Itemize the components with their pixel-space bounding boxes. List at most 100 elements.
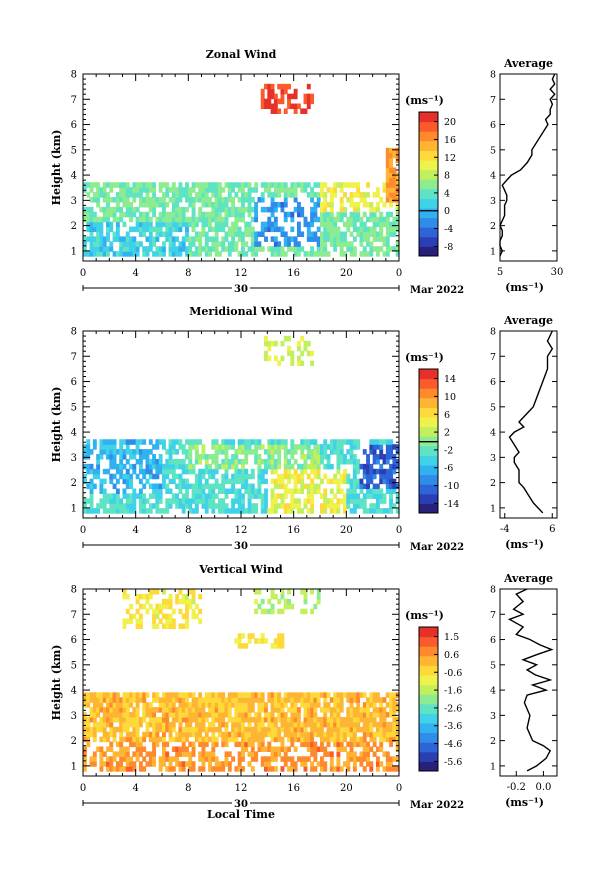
average-y-tick-label: 1 <box>490 246 496 257</box>
heatmap-cell <box>83 478 87 485</box>
heatmap-cell <box>333 716 338 723</box>
heatmap-cell <box>283 751 288 757</box>
heatmap-cell <box>106 508 110 514</box>
heatmap-cell <box>171 473 176 480</box>
heatmap-cell <box>185 498 189 504</box>
heatmap-cell <box>175 463 180 470</box>
heatmap-cell <box>155 463 160 470</box>
heatmap-cell <box>237 756 242 762</box>
heatmap-cell <box>313 216 318 223</box>
heatmap-cell <box>112 498 117 504</box>
heatmap-cell <box>162 716 166 723</box>
heatmap-cell <box>155 439 160 445</box>
heatmap-cell <box>375 493 380 499</box>
heatmap-cell <box>237 488 242 494</box>
heatmap-cell <box>379 702 384 708</box>
heatmap-cell <box>92 721 97 728</box>
heatmap-cell <box>138 241 143 247</box>
heatmap-cell <box>191 716 196 723</box>
average-title: Average <box>503 572 553 585</box>
heatmap-cell <box>260 721 265 728</box>
heatmap-cell <box>257 721 262 728</box>
heatmap-cell <box>112 692 117 698</box>
heatmap-cell <box>132 468 137 475</box>
heatmap-cell <box>185 697 189 703</box>
x-tick-label: 16 <box>287 783 300 794</box>
heatmap-cell <box>221 766 226 772</box>
heatmap-cell <box>109 463 114 470</box>
heatmap-cell <box>175 246 180 252</box>
heatmap-cell <box>277 98 282 105</box>
x-tick-label: 0 <box>80 268 86 279</box>
heatmap-cell <box>92 468 97 475</box>
heatmap-cell <box>287 335 291 342</box>
heatmap-cell <box>224 439 229 445</box>
heatmap-cell <box>296 206 301 213</box>
heatmap-cell <box>211 216 216 223</box>
heatmap-cell <box>125 618 130 625</box>
heatmap-cell <box>277 463 282 470</box>
heatmap-cell <box>385 712 390 718</box>
heatmap-cell <box>185 613 189 620</box>
heatmap-cell <box>224 468 229 475</box>
heatmap-cell <box>168 598 173 605</box>
heatmap-cell <box>168 231 173 237</box>
heatmap-cell <box>323 463 328 470</box>
heatmap-cell <box>92 473 97 480</box>
heatmap-cell <box>310 360 315 367</box>
heatmap-cell <box>283 603 288 610</box>
heatmap-cell <box>260 206 265 213</box>
heatmap-cell <box>349 182 354 188</box>
heatmap-cell <box>254 751 259 757</box>
heatmap-cell <box>231 201 236 208</box>
heatmap-cell <box>270 103 275 110</box>
heatmap-cell <box>152 618 157 625</box>
heatmap-cell <box>181 444 186 450</box>
heatmap-cell <box>369 473 374 480</box>
heatmap-cell <box>359 716 364 723</box>
heatmap-cell <box>191 201 196 208</box>
heatmap-cell <box>296 756 301 762</box>
heatmap-cell <box>333 503 338 509</box>
heatmap-cell <box>346 731 351 738</box>
heatmap-cell <box>198 182 203 188</box>
colorbar-tick-label: 4 <box>444 188 450 199</box>
heatmap-cell <box>300 468 305 475</box>
heatmap-cell <box>204 458 209 465</box>
heatmap-cell <box>273 643 278 649</box>
heatmap-cell <box>175 712 180 718</box>
heatmap-cell <box>267 83 272 90</box>
heatmap-cell <box>119 458 124 465</box>
heatmap-cell <box>135 618 140 625</box>
heatmap-cell <box>162 702 166 708</box>
heatmap-cell <box>359 707 364 713</box>
heatmap-cell <box>125 746 130 752</box>
heatmap-cell <box>283 444 288 450</box>
heatmap-cell <box>135 756 140 762</box>
panel-title: Zonal Wind <box>206 48 277 61</box>
heatmap-cell <box>89 756 94 762</box>
heatmap-cell <box>132 241 137 247</box>
heatmap-cell <box>316 236 321 242</box>
heatmap-cell <box>306 444 311 450</box>
heatmap-cell <box>194 707 199 713</box>
heatmap-cell <box>356 468 361 475</box>
heatmap-cell <box>389 147 394 154</box>
heatmap-cell <box>280 766 285 772</box>
x-tick-label: 0 <box>396 783 402 794</box>
heatmap-cell <box>185 721 189 728</box>
heatmap-cell <box>375 221 380 228</box>
heatmap-cell <box>217 182 222 188</box>
heatmap-cell <box>260 246 265 252</box>
heatmap-cell <box>264 508 268 514</box>
heatmap-cell <box>247 736 252 743</box>
heatmap-cell <box>333 226 338 233</box>
heatmap-cell <box>369 766 374 772</box>
heatmap-cell <box>260 608 265 615</box>
heatmap-cell <box>188 702 193 708</box>
heatmap-cell <box>158 463 163 470</box>
heatmap-cell <box>290 473 295 480</box>
heatmap-cell <box>313 483 318 490</box>
heatmap-cell <box>227 192 232 198</box>
heatmap-cell <box>89 731 94 738</box>
